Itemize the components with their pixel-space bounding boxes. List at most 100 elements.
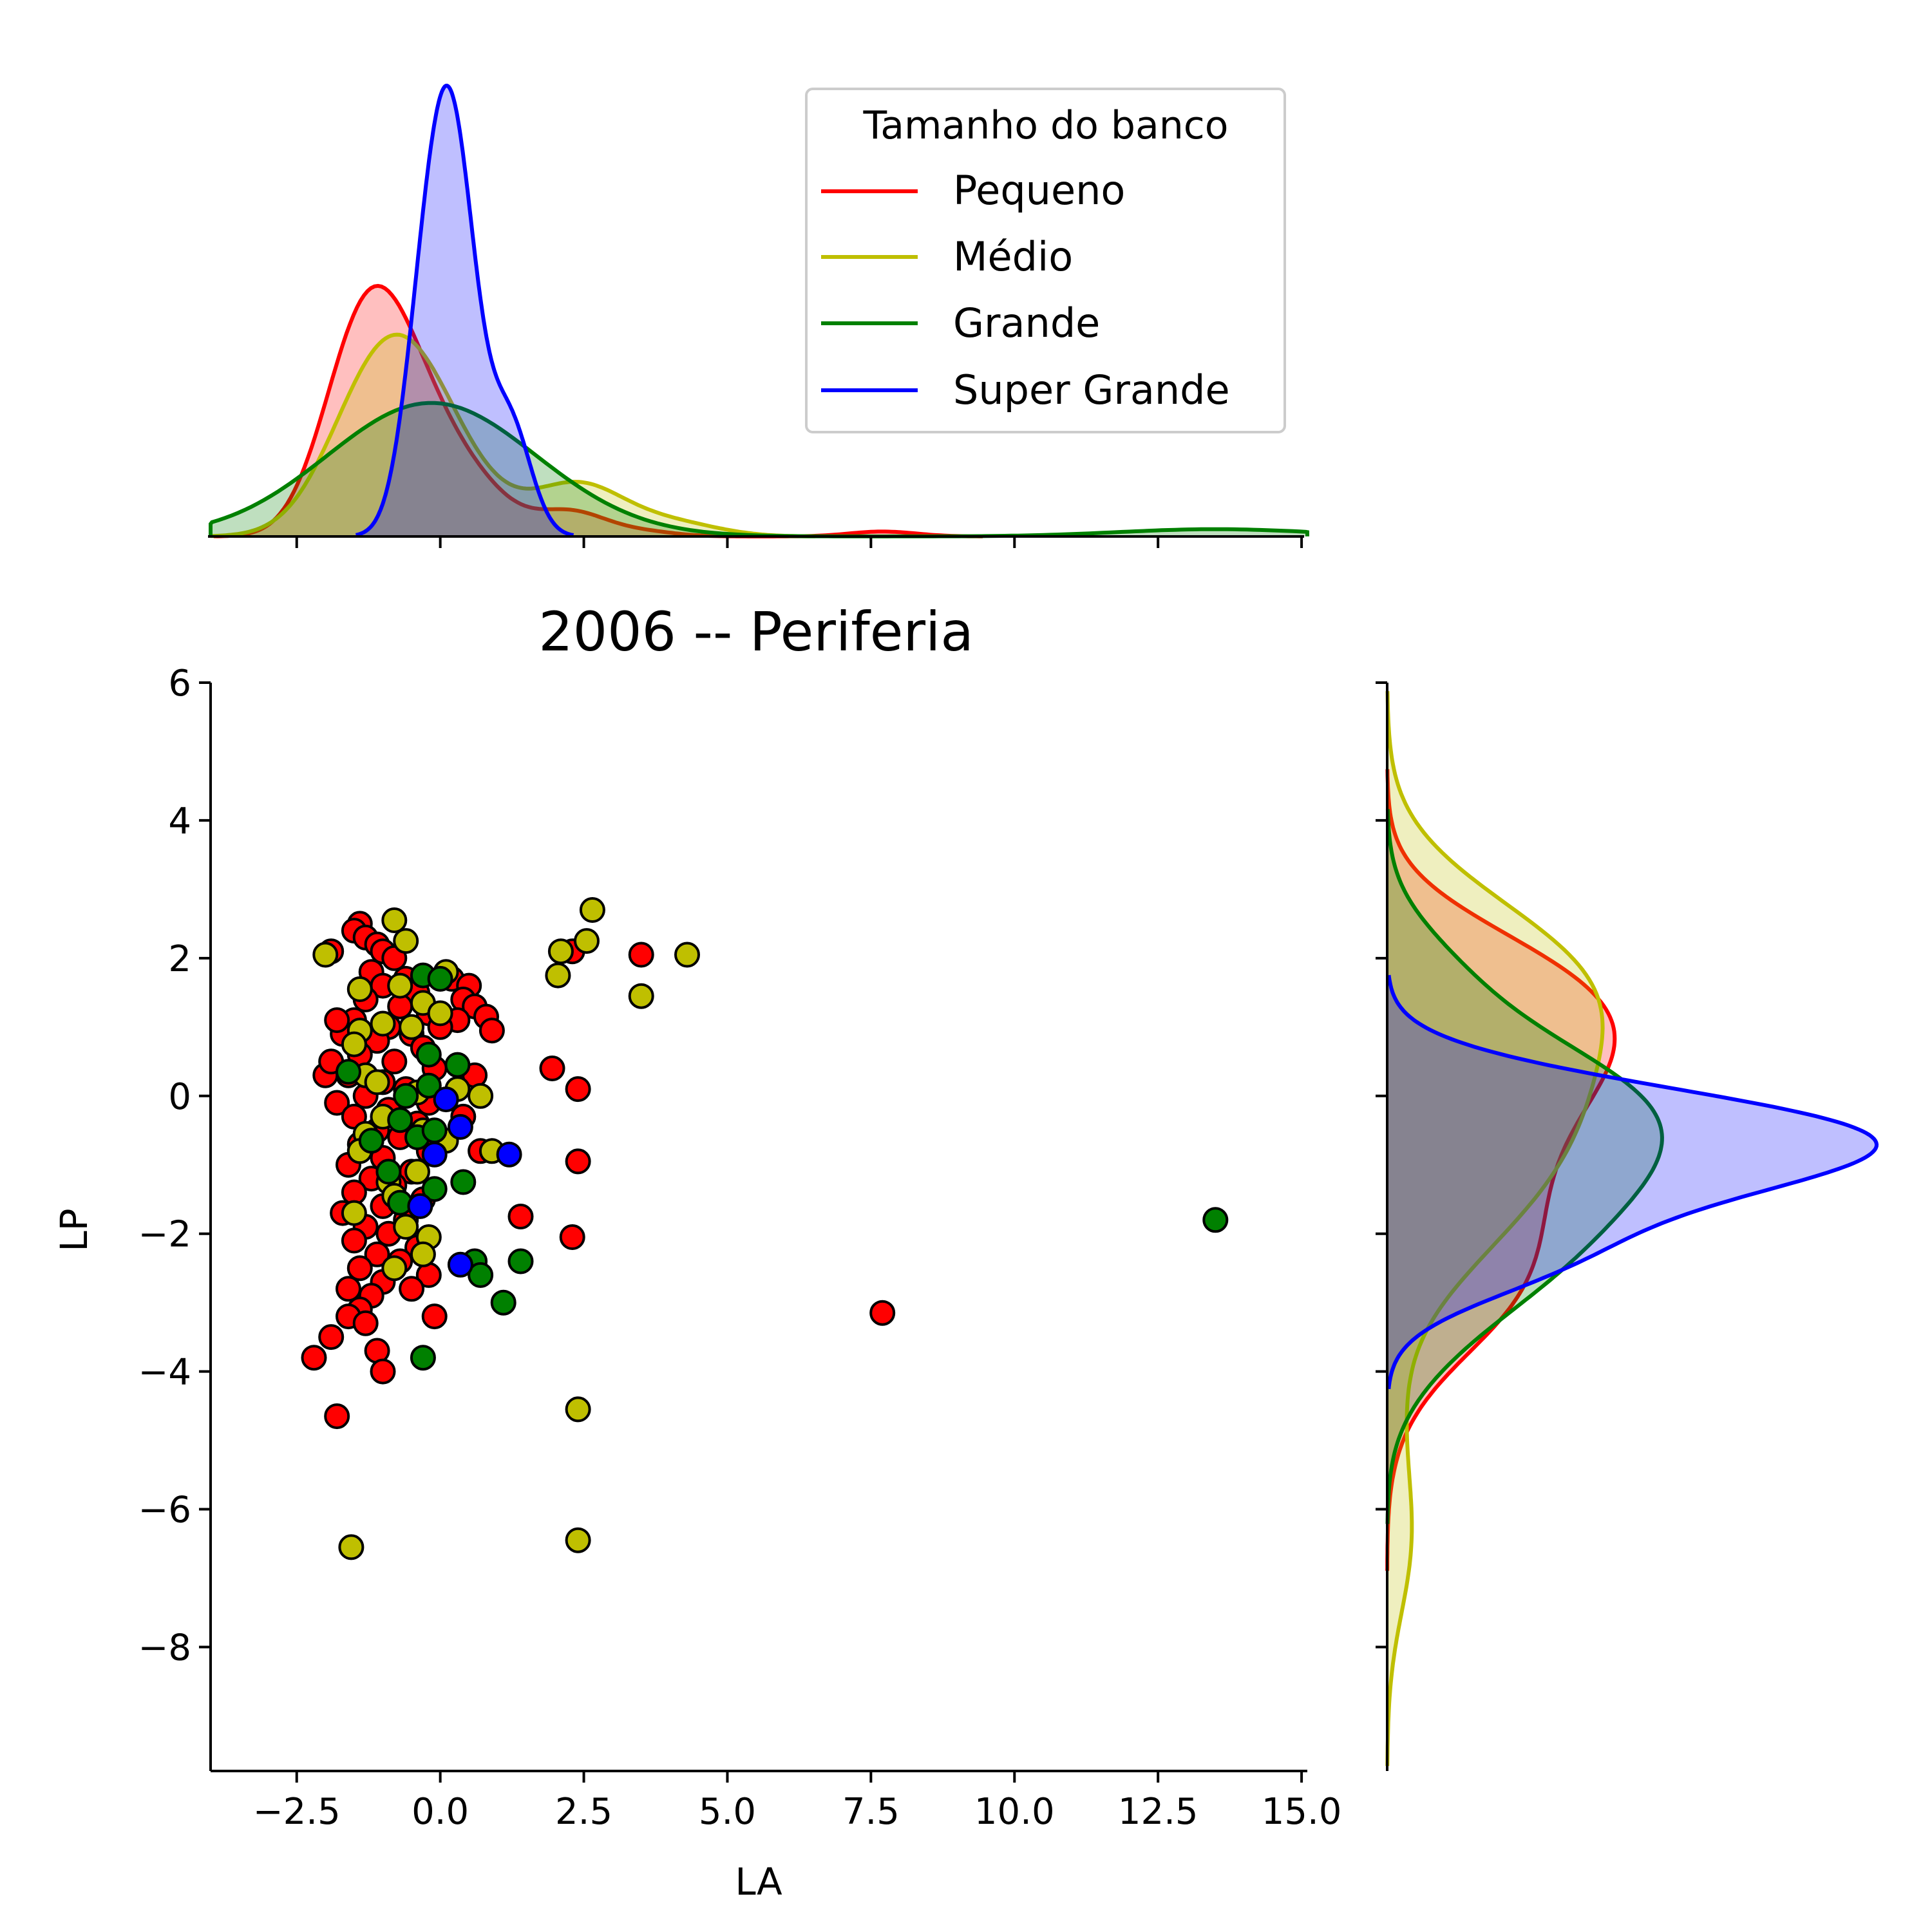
point-medio [404, 1159, 430, 1185]
point-super-grande [447, 1251, 473, 1278]
right-kde-line-medio [1385, 691, 1605, 1766]
legend: Tamanho do banco Pequeno Médio Grande Su… [805, 88, 1286, 433]
point-medio [547, 938, 574, 965]
legend-label-pequeno: Pequeno [953, 167, 1125, 214]
point-super-grande [407, 1193, 433, 1219]
point-pequeno [370, 1358, 396, 1385]
legend-label-super-grande: Super Grande [953, 366, 1230, 413]
y-axis-label: LP [52, 1208, 96, 1251]
point-medio [370, 1010, 396, 1037]
point-pequeno [421, 1303, 448, 1330]
main-scatter-plot: 2006 -- Periferia −2.5 0.0 2.5 5.0 7.5 10.0 12… [52, 600, 1341, 1904]
right-marginal-plot [1376, 681, 1879, 1771]
point-pequeno [324, 1007, 350, 1034]
point-pequeno [507, 1204, 534, 1229]
top-marginal-plot [208, 83, 1309, 548]
top-kde-line-pequeno [213, 283, 983, 538]
point-medio [341, 1200, 367, 1226]
point-pequeno [565, 1076, 591, 1103]
right-kde-fill-grande [1387, 809, 1662, 1524]
series-super-grande [407, 1086, 522, 1278]
x-tick-label: 0.0 [412, 1791, 469, 1833]
top-kde-fill-grande [211, 402, 1307, 536]
point-super-grande [421, 1141, 448, 1168]
y-tick-label: −8 [138, 1627, 191, 1669]
point-pequeno [324, 1403, 350, 1430]
x-tick-label: −2.5 [253, 1791, 341, 1833]
x-tick-label: 10.0 [974, 1791, 1055, 1833]
point-pequeno [565, 1148, 591, 1175]
x-tick-label: 7.5 [842, 1791, 900, 1833]
right-kde-line-grande [1385, 809, 1664, 1524]
point-medio [381, 907, 408, 933]
point-medio [410, 1241, 436, 1267]
point-pequeno [336, 1276, 361, 1302]
y-tick-label: −6 [138, 1490, 191, 1531]
y-tick-label: −4 [138, 1352, 191, 1394]
point-pequeno [352, 1310, 379, 1336]
y-tick-label: −2 [138, 1214, 191, 1256]
top-marginal-ticks [295, 536, 1303, 548]
point-medio [387, 972, 413, 999]
y-tick-label: 2 [168, 938, 191, 980]
point-grande [444, 1052, 471, 1078]
legend-label-medio: Médio [953, 233, 1073, 280]
y-tick-label: 6 [168, 663, 191, 705]
legend-entry-pequeno: Pequeno [821, 167, 1125, 214]
point-medio [381, 1255, 408, 1282]
right-kde-fill-medio [1387, 691, 1603, 1766]
point-super-grande [447, 1113, 473, 1140]
point-pequeno [364, 1241, 390, 1267]
point-pequeno [341, 1227, 367, 1254]
legend-label-grande: Grande [953, 299, 1100, 346]
point-grande [450, 1169, 477, 1195]
point-medio [579, 897, 605, 923]
point-medio [312, 942, 339, 968]
top-kde-fill-super-grande [355, 86, 574, 536]
point-medio [565, 1396, 591, 1423]
x-axis-label: LA [735, 1860, 782, 1904]
right-kde-curves [1385, 691, 1879, 1766]
point-medio [341, 1031, 367, 1057]
point-pequeno [381, 1048, 408, 1075]
series-grande [336, 962, 1229, 1371]
point-pequeno [539, 1056, 565, 1081]
point-grande [387, 1107, 413, 1133]
chart-title: 2006 -- Periferia [538, 600, 974, 663]
x-tick-label: 2.5 [555, 1791, 612, 1833]
point-medio [399, 1014, 425, 1040]
point-pequeno [478, 1018, 505, 1044]
scatter-points [301, 897, 1229, 1560]
point-medio [468, 1083, 494, 1109]
point-medio [574, 928, 600, 954]
top-kde-fill-medio [211, 334, 815, 536]
point-medio [346, 976, 373, 1002]
point-pequeno [318, 1324, 345, 1350]
top-kde-fill-pequeno [213, 285, 983, 536]
legend-entry-grande: Grande [821, 299, 1100, 346]
point-grande [375, 1159, 402, 1185]
point-grande [427, 965, 453, 992]
point-super-grande [433, 1086, 459, 1113]
right-kde-line-super-grande [1387, 974, 1879, 1390]
point-grande [507, 1248, 534, 1274]
x-tick-label: 15.0 [1262, 1791, 1342, 1833]
point-grande [421, 1176, 448, 1202]
point-grande [358, 1128, 384, 1154]
point-medio [427, 1000, 453, 1027]
point-grande [415, 1041, 442, 1068]
right-kde-fill-super-grande [1387, 975, 1877, 1389]
y-tick-label: 0 [168, 1076, 191, 1118]
point-medio [393, 928, 419, 954]
point-pequeno [399, 1276, 425, 1302]
x-tick-label: 12.5 [1118, 1791, 1198, 1833]
y-axis-ticks: 6 4 2 0 −2 −4 −6 −8 [138, 663, 211, 1669]
point-medio [565, 1527, 591, 1553]
point-super-grande [496, 1141, 522, 1168]
point-medio [364, 1069, 390, 1095]
point-grande [410, 1345, 436, 1371]
legend-entry-super-grande: Super Grande [821, 366, 1230, 413]
point-pequeno [628, 942, 654, 968]
point-pequeno [559, 1224, 585, 1250]
